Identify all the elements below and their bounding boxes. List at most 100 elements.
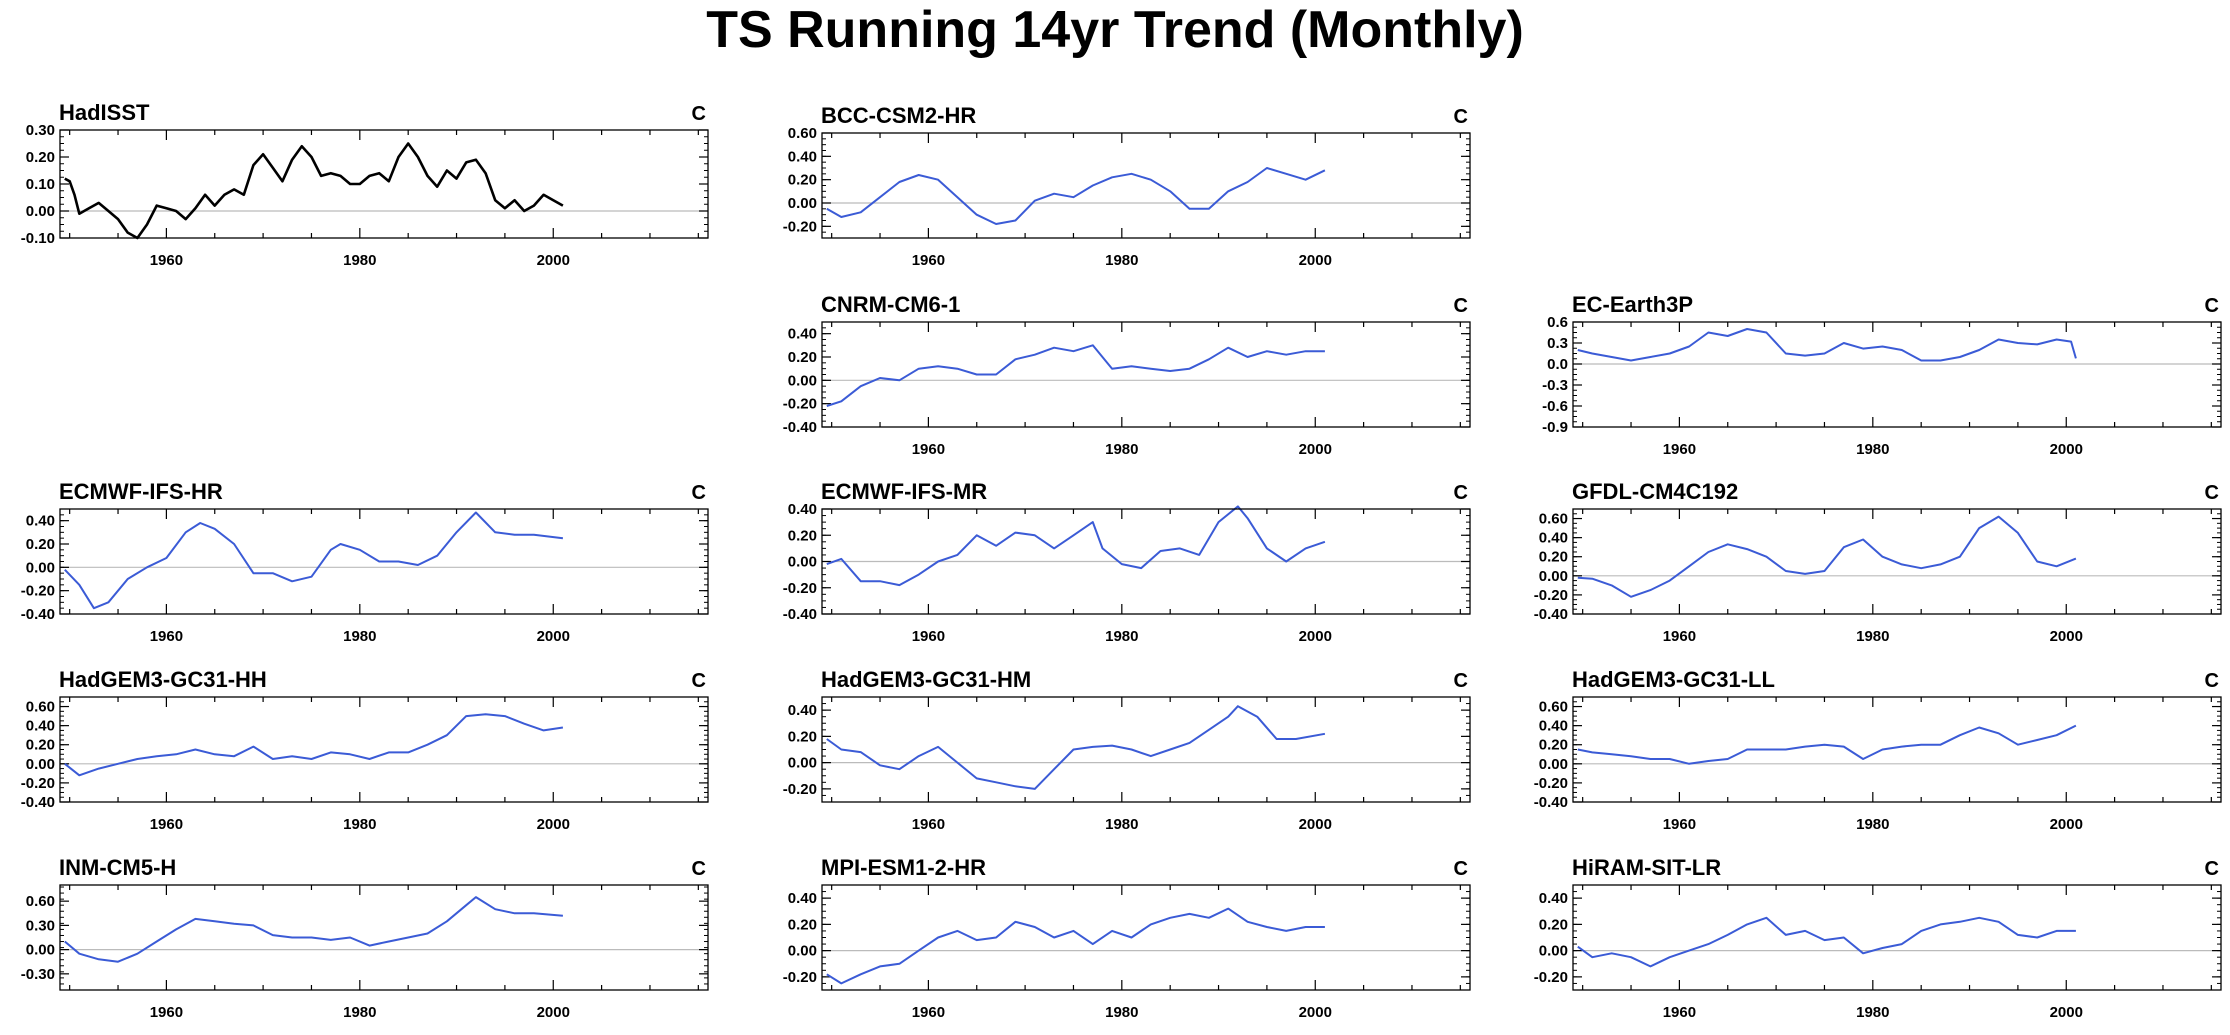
y-tick-label: -0.3 [1542,377,1568,394]
x-tick-label: 1980 [1105,1004,1138,1021]
y-tick-label: 0.0 [1547,356,1568,373]
y-tick-label: 0.00 [26,756,55,773]
y-tick-label: 0.00 [26,942,55,959]
x-tick-label: 2000 [1299,816,1332,833]
panel-unit: C [1454,106,1468,128]
y-tick-label: -0.20 [1534,969,1568,986]
plot-frame [1572,508,2222,615]
y-tick-label: 0.60 [26,893,55,910]
x-tick-label: 2000 [1299,252,1332,269]
y-tick-label: -0.6 [1542,398,1568,415]
y-tick-label: 0.40 [26,718,55,735]
panel-title: EC-Earth3P [1572,292,1693,317]
y-tick-label: 0.20 [1539,916,1568,933]
y-tick-label: 0.40 [788,702,817,719]
panel-unit: C [2205,670,2219,692]
y-tick-label: 0.00 [788,372,817,389]
x-tick-label: 2000 [537,628,570,645]
panel-hadisst: HadISST C 1960 1980 2000 -0.10 0.00 0.10 0.20 0.3… [21,100,709,269]
x-tick-label: 2000 [2050,1004,2083,1021]
y-tick-label: 0.20 [788,527,817,544]
y-tick-label: -0.9 [1542,419,1568,436]
y-tick-label: 0.40 [1539,890,1568,907]
panel-title: BCC-CSM2-HR [821,103,976,128]
series-line [1577,724,2077,765]
panel-hadgem3-gc31-hh: HadGEM3-GC31-HH C 1960 1980 2000 -0.40 -0.20 0.… [21,667,709,833]
y-tick-label: 0.20 [788,728,817,745]
y-tick-label: -0.40 [783,419,817,436]
x-tick-label: 1960 [150,1004,183,1021]
series-line [64,511,564,610]
x-tick-label: 2000 [537,252,570,269]
y-tick-label: 0.20 [788,916,817,933]
y-tick-label: -0.20 [783,781,817,798]
x-tick-label: 2000 [2050,816,2083,833]
panel-title: ECMWF-IFS-HR [59,479,223,504]
x-tick-label: 2000 [1299,628,1332,645]
y-tick-label: 0.20 [788,349,817,366]
y-tick-label: 0.40 [26,513,55,530]
x-tick-label: 1960 [1663,441,1696,458]
y-tick-label: 0.40 [788,890,817,907]
y-tick-label: -0.20 [1534,587,1568,604]
series-line [1577,328,2077,362]
y-tick-label: -0.10 [21,230,55,247]
y-tick-label: 0.00 [788,943,817,960]
x-tick-label: 1980 [343,816,376,833]
panel-title: GFDL-CM4C192 [1572,479,1738,504]
y-tick-label: 0.60 [1539,511,1568,528]
y-tick-label: 0.40 [1539,718,1568,735]
y-tick-label: 0.30 [26,917,55,934]
panel-unit: C [692,103,706,125]
y-tick-label: 0.3 [1547,335,1568,352]
plot-frame [59,129,709,239]
x-tick-label: 1960 [1663,628,1696,645]
y-tick-label: 0.10 [26,176,55,193]
y-tick-label: -0.40 [1534,794,1568,811]
y-tick-label: 0.00 [26,559,55,576]
y-tick-label: 0.40 [1539,530,1568,547]
x-tick-label: 2000 [2050,441,2083,458]
y-tick-label: 0.30 [26,122,55,139]
panel-cnrm-cm6-1: CNRM-CM6-1 C 1960 1980 2000 -0.40 -0.20 0.00 0.2… [783,292,1471,458]
y-tick-label: -0.20 [783,580,817,597]
panel-title: HadISST [59,100,150,125]
y-tick-label: 0.40 [788,326,817,343]
x-tick-label: 1960 [1663,1004,1696,1021]
series-line [826,505,1326,587]
x-tick-label: 1980 [1856,1004,1889,1021]
panel-unit: C [1454,482,1468,504]
y-tick-label: 0.60 [1539,699,1568,716]
y-tick-label: -0.20 [21,583,55,600]
series-line [826,705,1326,790]
x-tick-label: 1960 [150,252,183,269]
y-tick-label: 0.60 [26,699,55,716]
panel-unit: C [1454,858,1468,880]
panel-title: HadGEM3-GC31-HM [821,667,1031,692]
x-tick-label: 1960 [912,816,945,833]
panel-title: CNRM-CM6-1 [821,292,960,317]
x-tick-label: 2000 [537,816,570,833]
panel-unit: C [692,670,706,692]
y-tick-label: 0.40 [788,148,817,165]
y-tick-label: -0.40 [21,606,55,623]
panel-title: HiRAM-SIT-LR [1572,855,1721,880]
y-tick-label: -0.20 [783,969,817,986]
x-tick-label: 2000 [1299,1004,1332,1021]
plot-frame [821,132,1471,239]
panel-unit: C [692,482,706,504]
x-tick-label: 1960 [1663,816,1696,833]
x-tick-label: 1960 [912,1004,945,1021]
x-tick-label: 1960 [912,441,945,458]
panel-title: ECMWF-IFS-MR [821,479,987,504]
series-line [64,896,563,963]
x-tick-label: 1980 [343,628,376,645]
y-tick-label: 0.20 [1539,549,1568,566]
y-tick-label: -0.40 [21,794,55,811]
series-line [64,713,564,777]
y-tick-label: -0.30 [21,966,55,983]
y-tick-label: 0.20 [26,536,55,553]
y-tick-label: 0.00 [1539,943,1568,960]
plot-frame [1572,696,2222,803]
series-line [64,142,564,240]
